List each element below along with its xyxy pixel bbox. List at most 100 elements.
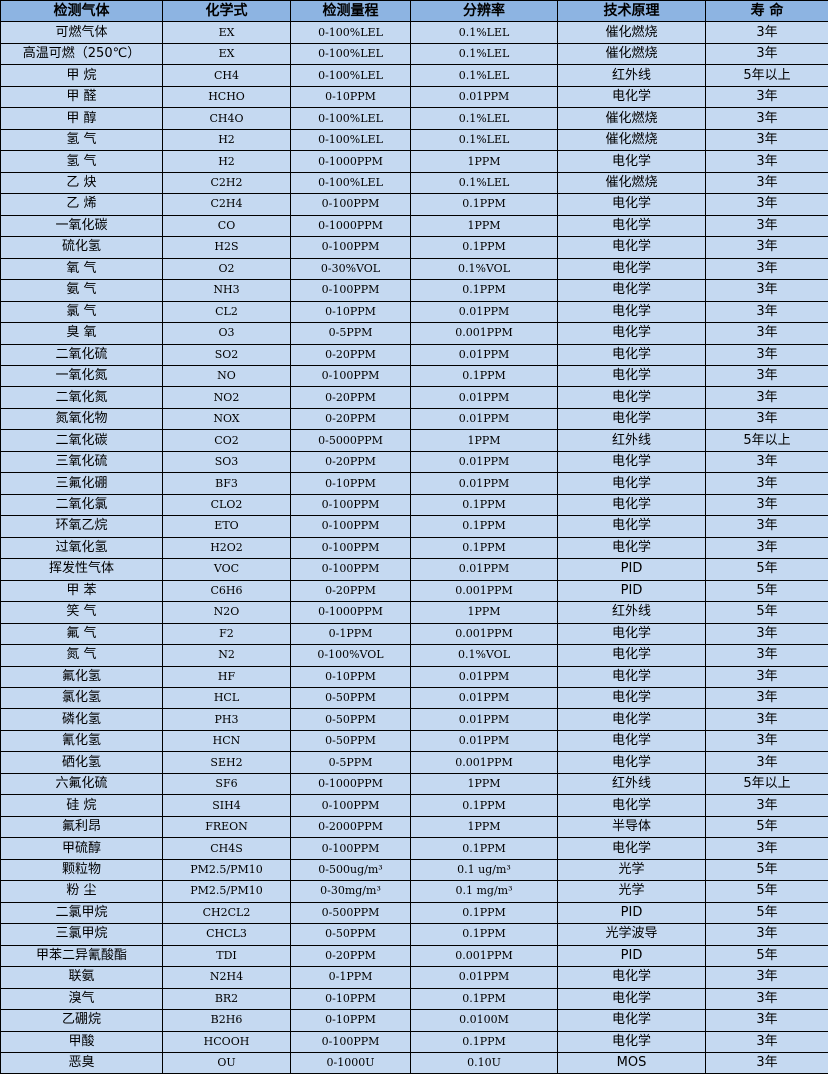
cell-range: 0-100PPM: [290, 794, 411, 817]
cell-principle: 电化学: [557, 386, 706, 409]
cell-range: 0-100PPM: [290, 515, 411, 538]
cell-resolution: 0.01PPM: [410, 386, 558, 409]
cell-lifetime: 3年: [705, 171, 828, 195]
cell-lifetime: 3年: [705, 493, 828, 517]
cell-formula: C6H6: [162, 579, 291, 603]
cell-resolution: 1PPM: [410, 601, 558, 624]
cell-resolution: 0.01PPM: [410, 343, 558, 366]
table-row: 氰化氢 HCN 0-50PPM 0.01PPM 电化学 3年: [0, 729, 828, 753]
table-row: 二氯甲烷 CH2CL2 0-500PPM 0.1PPM PID 5年: [0, 901, 828, 925]
cell-principle: 电化学: [557, 193, 706, 216]
cell-gas: 二氧化碳: [0, 429, 163, 452]
cell-resolution: 0.1PPM: [410, 794, 558, 817]
cell-principle: PID: [557, 944, 706, 968]
cell-formula: OU: [162, 1051, 291, 1074]
cell-formula: H2S: [162, 236, 291, 259]
cell-formula: ETO: [162, 515, 291, 538]
table-row: 二氧化氯 CLO2 0-100PPM 0.1PPM 电化学 3年: [0, 493, 828, 517]
cell-gas: 氢 气: [0, 128, 163, 152]
cell-lifetime: 5年以上: [705, 772, 828, 796]
table-row: 联氨 N2H4 0-1PPM 0.01PPM 电化学 3年: [0, 966, 828, 989]
cell-formula: SF6: [162, 772, 291, 796]
cell-formula: HCHO: [162, 85, 291, 109]
cell-lifetime: 3年: [705, 729, 828, 753]
table-row: 甲酸 HCOOH 0-100PPM 0.1PPM 电化学 3年: [0, 1030, 828, 1053]
table-row: 氟化氢 HF 0-10PPM 0.01PPM 电化学 3年: [0, 665, 828, 689]
cell-gas: 氰化氢: [0, 729, 163, 753]
cell-range: 0-50PPM: [290, 923, 411, 946]
cell-gas: 氯化氢: [0, 686, 163, 710]
cell-resolution: 0.0100M: [410, 1009, 558, 1032]
table-body: 可燃气体 EX 0-100%LEL 0.1%LEL 催化燃烧 3年 高温可燃（250℃） EX…: [0, 21, 828, 1074]
cell-formula: H2: [162, 150, 291, 173]
cell-gas: 硒化氢: [0, 751, 163, 774]
cell-principle: 光学: [557, 858, 706, 882]
cell-gas: 氮氧化物: [0, 407, 163, 431]
cell-resolution: 0.1%LEL: [410, 128, 558, 152]
table-row: 溴气 BR2 0-10PPM 0.1PPM 电化学 3年: [0, 987, 828, 1011]
cell-lifetime: 3年: [705, 837, 828, 860]
header-resolution: 分辨率: [410, 0, 558, 23]
cell-lifetime: 3年: [705, 1030, 828, 1053]
cell-range: 0-100%VOL: [290, 644, 411, 667]
cell-resolution: 0.001PPM: [410, 622, 558, 646]
cell-principle: 催化燃烧: [557, 42, 706, 66]
cell-resolution: 0.01PPM: [410, 450, 558, 474]
table-row: 臭 氧 O3 0-5PPM 0.001PPM 电化学 3年: [0, 322, 828, 345]
cell-gas: 颗粒物: [0, 858, 163, 882]
cell-resolution: 0.01PPM: [410, 85, 558, 109]
cell-formula: NO2: [162, 386, 291, 409]
cell-gas: 氟利昂: [0, 815, 163, 839]
table-row: 氧 气 O2 0-30%VOL 0.1%VOL 电化学 3年: [0, 257, 828, 281]
table-row: 环氧乙烷 ETO 0-100PPM 0.1PPM 电化学 3年: [0, 515, 828, 538]
cell-gas: 二氧化氯: [0, 493, 163, 517]
table-row: 硫化氢 H2S 0-100PPM 0.1PPM 电化学 3年: [0, 236, 828, 259]
cell-principle: 电化学: [557, 214, 706, 238]
cell-formula: BF3: [162, 472, 291, 495]
cell-gas: 磷化氢: [0, 708, 163, 731]
cell-resolution: 0.1PPM: [410, 837, 558, 860]
cell-range: 0-100%LEL: [290, 128, 411, 152]
table-row: 硒化氢 SEH2 0-5PPM 0.001PPM 电化学 3年: [0, 751, 828, 774]
cell-range: 0-20PPM: [290, 343, 411, 366]
table-row: 可燃气体 EX 0-100%LEL 0.1%LEL 催化燃烧 3年: [0, 21, 828, 44]
table-row: 粉 尘 PM2.5/PM10 0-30mg/m³ 0.1 mg/m³ 光学 5年: [0, 880, 828, 903]
table-row: 二氧化碳 CO2 0-5000PPM 1PPM 红外线 5年以上: [0, 429, 828, 452]
cell-formula: PM2.5/PM10: [162, 858, 291, 882]
cell-lifetime: 5年: [705, 901, 828, 925]
table-row: 乙 炔 C2H2 0-100%LEL 0.1%LEL 催化燃烧 3年: [0, 171, 828, 195]
table-row: 笑 气 N2O 0-1000PPM 1PPM 红外线 5年: [0, 601, 828, 624]
cell-lifetime: 3年: [705, 257, 828, 281]
cell-lifetime: 3年: [705, 622, 828, 646]
table-row: 乙硼烷 B2H6 0-10PPM 0.0100M 电化学 3年: [0, 1009, 828, 1032]
cell-gas: 二氯甲烷: [0, 901, 163, 925]
table-row: 氯化氢 HCL 0-50PPM 0.01PPM 电化学 3年: [0, 686, 828, 710]
cell-principle: MOS: [557, 1051, 706, 1074]
cell-principle: 红外线: [557, 64, 706, 87]
header-gas: 检测气体: [0, 0, 163, 23]
cell-lifetime: 3年: [705, 536, 828, 560]
cell-resolution: 0.1PPM: [410, 193, 558, 216]
cell-range: 0-10PPM: [290, 665, 411, 689]
cell-resolution: 1PPM: [410, 772, 558, 796]
cell-gas: 二氧化氮: [0, 386, 163, 409]
cell-principle: 电化学: [557, 708, 706, 731]
cell-lifetime: 3年: [705, 42, 828, 66]
cell-formula: PH3: [162, 708, 291, 731]
cell-lifetime: 3年: [705, 1051, 828, 1074]
cell-resolution: 0.01PPM: [410, 686, 558, 710]
cell-lifetime: 3年: [705, 987, 828, 1011]
cell-resolution: 0.1PPM: [410, 364, 558, 388]
cell-resolution: 0.01PPM: [410, 729, 558, 753]
cell-range: 0-100%LEL: [290, 21, 411, 44]
table-row: 氢 气 H2 0-100%LEL 0.1%LEL 催化燃烧 3年: [0, 128, 828, 152]
cell-lifetime: 3年: [705, 279, 828, 302]
cell-principle: 电化学: [557, 665, 706, 689]
cell-gas: 二氧化硫: [0, 343, 163, 366]
cell-resolution: 0.1PPM: [410, 493, 558, 517]
table-row: 甲硫醇 CH4S 0-100PPM 0.1PPM 电化学 3年: [0, 837, 828, 860]
cell-gas: 氨 气: [0, 279, 163, 302]
cell-gas: 联氨: [0, 966, 163, 989]
cell-principle: 电化学: [557, 150, 706, 173]
table-row: 氨 气 NH3 0-100PPM 0.1PPM 电化学 3年: [0, 279, 828, 302]
